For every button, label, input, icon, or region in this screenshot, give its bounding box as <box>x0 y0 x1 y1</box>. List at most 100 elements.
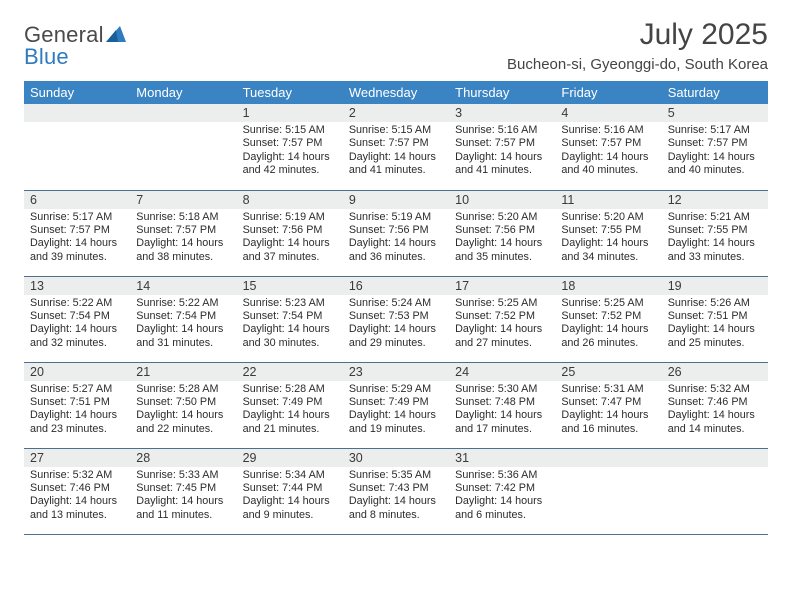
day-details: Sunrise: 5:31 AMSunset: 7:47 PMDaylight:… <box>555 381 661 441</box>
day-details: Sunrise: 5:29 AMSunset: 7:49 PMDaylight:… <box>343 381 449 441</box>
weekday-header: Saturday <box>662 81 768 104</box>
weekday-header-row: Sunday Monday Tuesday Wednesday Thursday… <box>24 81 768 104</box>
calendar-day-cell: 22Sunrise: 5:28 AMSunset: 7:49 PMDayligh… <box>237 362 343 448</box>
day-number: 30 <box>343 449 449 467</box>
calendar-day-cell <box>24 104 130 190</box>
day-details: Sunrise: 5:25 AMSunset: 7:52 PMDaylight:… <box>555 295 661 355</box>
day-number: 10 <box>449 191 555 209</box>
calendar-day-cell: 26Sunrise: 5:32 AMSunset: 7:46 PMDayligh… <box>662 362 768 448</box>
day-details: Sunrise: 5:15 AMSunset: 7:57 PMDaylight:… <box>237 122 343 182</box>
day-details: Sunrise: 5:23 AMSunset: 7:54 PMDaylight:… <box>237 295 343 355</box>
calendar-day-cell: 5Sunrise: 5:17 AMSunset: 7:57 PMDaylight… <box>662 104 768 190</box>
day-number: 13 <box>24 277 130 295</box>
calendar-week-row: 1Sunrise: 5:15 AMSunset: 7:57 PMDaylight… <box>24 104 768 190</box>
calendar-day-cell: 20Sunrise: 5:27 AMSunset: 7:51 PMDayligh… <box>24 362 130 448</box>
day-number: 17 <box>449 277 555 295</box>
calendar-day-cell: 29Sunrise: 5:34 AMSunset: 7:44 PMDayligh… <box>237 448 343 534</box>
day-number: 8 <box>237 191 343 209</box>
day-number: 16 <box>343 277 449 295</box>
day-details: Sunrise: 5:15 AMSunset: 7:57 PMDaylight:… <box>343 122 449 182</box>
day-number: 14 <box>130 277 236 295</box>
weekday-header: Thursday <box>449 81 555 104</box>
day-number: 15 <box>237 277 343 295</box>
calendar-day-cell: 15Sunrise: 5:23 AMSunset: 7:54 PMDayligh… <box>237 276 343 362</box>
calendar-day-cell: 30Sunrise: 5:35 AMSunset: 7:43 PMDayligh… <box>343 448 449 534</box>
calendar-day-cell: 8Sunrise: 5:19 AMSunset: 7:56 PMDaylight… <box>237 190 343 276</box>
day-number: 22 <box>237 363 343 381</box>
calendar-day-cell: 31Sunrise: 5:36 AMSunset: 7:42 PMDayligh… <box>449 448 555 534</box>
calendar-day-cell <box>662 448 768 534</box>
day-number: 6 <box>24 191 130 209</box>
calendar-day-cell: 12Sunrise: 5:21 AMSunset: 7:55 PMDayligh… <box>662 190 768 276</box>
day-number: 18 <box>555 277 661 295</box>
day-details: Sunrise: 5:19 AMSunset: 7:56 PMDaylight:… <box>343 209 449 269</box>
weekday-header: Sunday <box>24 81 130 104</box>
day-number: 23 <box>343 363 449 381</box>
day-details: Sunrise: 5:21 AMSunset: 7:55 PMDaylight:… <box>662 209 768 269</box>
calendar-day-cell: 23Sunrise: 5:29 AMSunset: 7:49 PMDayligh… <box>343 362 449 448</box>
day-number: 4 <box>555 104 661 122</box>
day-number: 21 <box>130 363 236 381</box>
day-number: 24 <box>449 363 555 381</box>
day-number: 25 <box>555 363 661 381</box>
calendar-week-row: 27Sunrise: 5:32 AMSunset: 7:46 PMDayligh… <box>24 448 768 534</box>
location-subtitle: Bucheon-si, Gyeonggi-do, South Korea <box>507 56 768 73</box>
day-number: 31 <box>449 449 555 467</box>
calendar-day-cell: 3Sunrise: 5:16 AMSunset: 7:57 PMDaylight… <box>449 104 555 190</box>
calendar-week-row: 13Sunrise: 5:22 AMSunset: 7:54 PMDayligh… <box>24 276 768 362</box>
day-details: Sunrise: 5:28 AMSunset: 7:49 PMDaylight:… <box>237 381 343 441</box>
day-details: Sunrise: 5:32 AMSunset: 7:46 PMDaylight:… <box>24 467 130 527</box>
calendar-day-cell: 4Sunrise: 5:16 AMSunset: 7:57 PMDaylight… <box>555 104 661 190</box>
calendar-week-row: 20Sunrise: 5:27 AMSunset: 7:51 PMDayligh… <box>24 362 768 448</box>
day-number: 27 <box>24 449 130 467</box>
day-details: Sunrise: 5:20 AMSunset: 7:55 PMDaylight:… <box>555 209 661 269</box>
month-title: July 2025 <box>507 18 768 52</box>
title-block: July 2025 Bucheon-si, Gyeonggi-do, South… <box>507 18 768 81</box>
day-number: 2 <box>343 104 449 122</box>
day-number <box>555 449 661 467</box>
weekday-header: Monday <box>130 81 236 104</box>
calendar-day-cell: 28Sunrise: 5:33 AMSunset: 7:45 PMDayligh… <box>130 448 236 534</box>
day-details: Sunrise: 5:22 AMSunset: 7:54 PMDaylight:… <box>130 295 236 355</box>
day-number: 12 <box>662 191 768 209</box>
day-details: Sunrise: 5:36 AMSunset: 7:42 PMDaylight:… <box>449 467 555 527</box>
day-number: 20 <box>24 363 130 381</box>
calendar-day-cell: 2Sunrise: 5:15 AMSunset: 7:57 PMDaylight… <box>343 104 449 190</box>
calendar-week-row: 6Sunrise: 5:17 AMSunset: 7:57 PMDaylight… <box>24 190 768 276</box>
day-details: Sunrise: 5:20 AMSunset: 7:56 PMDaylight:… <box>449 209 555 269</box>
day-details: Sunrise: 5:35 AMSunset: 7:43 PMDaylight:… <box>343 467 449 527</box>
calendar-day-cell: 11Sunrise: 5:20 AMSunset: 7:55 PMDayligh… <box>555 190 661 276</box>
day-number: 28 <box>130 449 236 467</box>
day-number: 7 <box>130 191 236 209</box>
weekday-header: Friday <box>555 81 661 104</box>
calendar-day-cell: 10Sunrise: 5:20 AMSunset: 7:56 PMDayligh… <box>449 190 555 276</box>
calendar-day-cell: 17Sunrise: 5:25 AMSunset: 7:52 PMDayligh… <box>449 276 555 362</box>
calendar-day-cell: 27Sunrise: 5:32 AMSunset: 7:46 PMDayligh… <box>24 448 130 534</box>
day-details: Sunrise: 5:16 AMSunset: 7:57 PMDaylight:… <box>449 122 555 182</box>
calendar-day-cell: 7Sunrise: 5:18 AMSunset: 7:57 PMDaylight… <box>130 190 236 276</box>
day-details: Sunrise: 5:30 AMSunset: 7:48 PMDaylight:… <box>449 381 555 441</box>
day-number <box>662 449 768 467</box>
day-number: 1 <box>237 104 343 122</box>
day-details: Sunrise: 5:24 AMSunset: 7:53 PMDaylight:… <box>343 295 449 355</box>
day-details: Sunrise: 5:19 AMSunset: 7:56 PMDaylight:… <box>237 209 343 269</box>
day-number: 3 <box>449 104 555 122</box>
day-details: Sunrise: 5:26 AMSunset: 7:51 PMDaylight:… <box>662 295 768 355</box>
brand-sail-icon <box>106 26 126 42</box>
calendar-day-cell: 13Sunrise: 5:22 AMSunset: 7:54 PMDayligh… <box>24 276 130 362</box>
brand-word2: Blue <box>24 44 69 69</box>
calendar-day-cell: 16Sunrise: 5:24 AMSunset: 7:53 PMDayligh… <box>343 276 449 362</box>
day-number: 11 <box>555 191 661 209</box>
calendar-day-cell <box>555 448 661 534</box>
day-details: Sunrise: 5:17 AMSunset: 7:57 PMDaylight:… <box>662 122 768 182</box>
day-details: Sunrise: 5:34 AMSunset: 7:44 PMDaylight:… <box>237 467 343 527</box>
day-details: Sunrise: 5:18 AMSunset: 7:57 PMDaylight:… <box>130 209 236 269</box>
calendar-day-cell: 14Sunrise: 5:22 AMSunset: 7:54 PMDayligh… <box>130 276 236 362</box>
day-details: Sunrise: 5:17 AMSunset: 7:57 PMDaylight:… <box>24 209 130 269</box>
day-details: Sunrise: 5:25 AMSunset: 7:52 PMDaylight:… <box>449 295 555 355</box>
day-details: Sunrise: 5:16 AMSunset: 7:57 PMDaylight:… <box>555 122 661 182</box>
day-number: 9 <box>343 191 449 209</box>
day-details: Sunrise: 5:27 AMSunset: 7:51 PMDaylight:… <box>24 381 130 441</box>
calendar-day-cell: 24Sunrise: 5:30 AMSunset: 7:48 PMDayligh… <box>449 362 555 448</box>
day-details: Sunrise: 5:28 AMSunset: 7:50 PMDaylight:… <box>130 381 236 441</box>
